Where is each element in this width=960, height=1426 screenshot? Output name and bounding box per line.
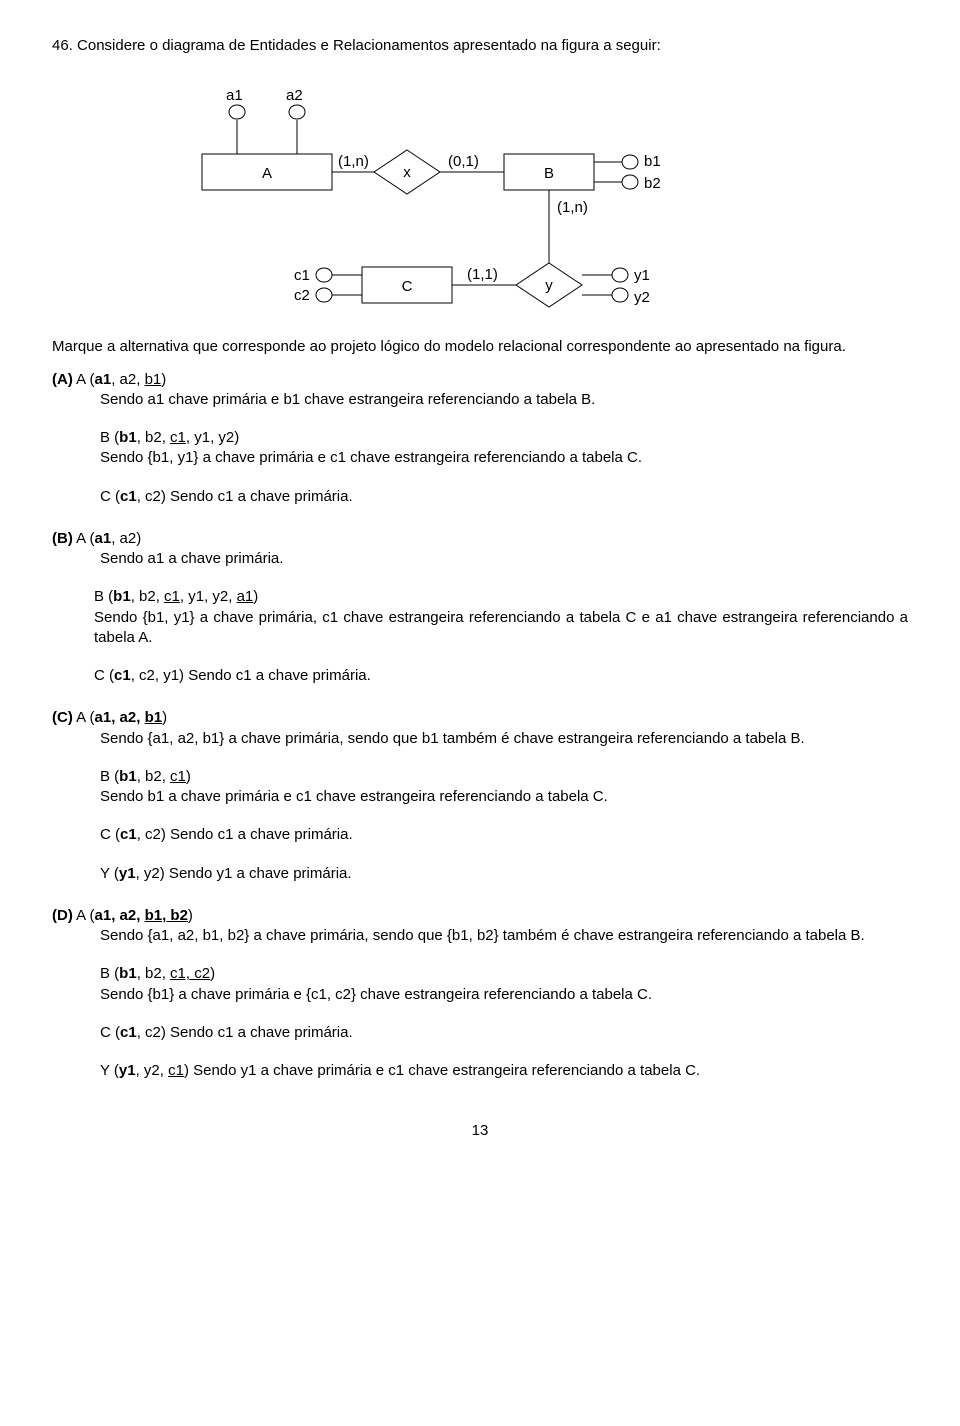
- svg-text:(1,n): (1,n): [557, 199, 588, 216]
- question-text: Considere o diagrama de Entidades e Rela…: [77, 37, 661, 54]
- option-d: (D) A (a1, a2, b1, b2) Sendo {a1, a2, b1…: [52, 906, 908, 1082]
- option-c-c: C (c1, c2) Sendo c1 a chave primária.: [52, 825, 908, 845]
- option-d-head: (D) A (a1, a2, b1, b2): [52, 906, 908, 926]
- option-b-tag: (B): [52, 530, 73, 547]
- svg-text:y: y: [545, 277, 553, 294]
- svg-text:c1: c1: [294, 267, 310, 284]
- svg-text:a2: a2: [286, 87, 303, 104]
- page-number: 13: [52, 1121, 908, 1141]
- option-c-head: (C) A (a1, a2, b1): [52, 708, 908, 728]
- svg-text:a1: a1: [226, 87, 243, 104]
- option-a-tag: (A): [52, 371, 73, 388]
- option-b: (B) A (a1, a2) Sendo a1 a chave primária…: [52, 529, 908, 687]
- svg-text:B: B: [544, 165, 554, 182]
- svg-text:C: C: [402, 278, 413, 295]
- option-d-c: C (c1, c2) Sendo c1 a chave primária.: [52, 1023, 908, 1043]
- option-c-desc: Sendo {a1, a2, b1} a chave primária, sen…: [52, 729, 908, 749]
- question-instruction: Marque a alternativa que corresponde ao …: [52, 337, 908, 357]
- option-a-head: (A) A (a1, a2, b1): [52, 370, 908, 390]
- svg-text:(1,n): (1,n): [338, 153, 369, 170]
- svg-text:b2: b2: [644, 175, 661, 192]
- option-b-c: C (c1, c2, y1) Sendo c1 a chave primária…: [52, 666, 908, 686]
- svg-text:(0,1): (0,1): [448, 153, 479, 170]
- svg-text:c2: c2: [294, 287, 310, 304]
- option-d-y: Y (y1, y2, c1) Sendo y1 a chave primária…: [52, 1061, 908, 1081]
- option-c-y: Y (y1, y2) Sendo y1 a chave primária.: [52, 864, 908, 884]
- option-b-head: (B) A (a1, a2): [52, 529, 908, 549]
- svg-text:A: A: [262, 165, 272, 182]
- er-diagram: A a1 a2 B b1 b2 x (1,n) (0,1) C c1 c2 y …: [182, 62, 908, 327]
- svg-text:x: x: [403, 164, 411, 181]
- option-d-b: B (b1, b2, c1, c2) Sendo {b1} a chave pr…: [52, 964, 908, 1005]
- option-a: (A) A (a1, a2, b1) Sendo a1 chave primár…: [52, 370, 908, 507]
- option-c: (C) A (a1, a2, b1) Sendo {a1, a2, b1} a …: [52, 708, 908, 884]
- option-b-b: B (b1, b2, c1, y1, y2, a1) Sendo {b1, y1…: [52, 587, 908, 648]
- option-d-desc: Sendo {a1, a2, b1, b2} a chave primária,…: [52, 926, 908, 946]
- option-a-b: B (b1, b2, c1, y1, y2) Sendo {b1, y1} a …: [52, 428, 908, 469]
- option-d-tag: (D): [52, 907, 73, 924]
- svg-text:b1: b1: [644, 153, 661, 170]
- svg-text:(1,1): (1,1): [467, 266, 498, 283]
- option-c-b: B (b1, b2, c1) Sendo b1 a chave primária…: [52, 767, 908, 808]
- question-number: 46.: [52, 37, 73, 54]
- svg-text:y1: y1: [634, 267, 650, 284]
- option-b-desc: Sendo a1 a chave primária.: [52, 549, 908, 569]
- option-a-desc: Sendo a1 chave primária e b1 chave estra…: [52, 390, 908, 410]
- option-a-c: C (c1, c2) Sendo c1 a chave primária.: [52, 487, 908, 507]
- svg-text:y2: y2: [634, 289, 650, 306]
- option-c-tag: (C): [52, 709, 73, 726]
- question-intro: 46. Considere o diagrama de Entidades e …: [52, 36, 908, 56]
